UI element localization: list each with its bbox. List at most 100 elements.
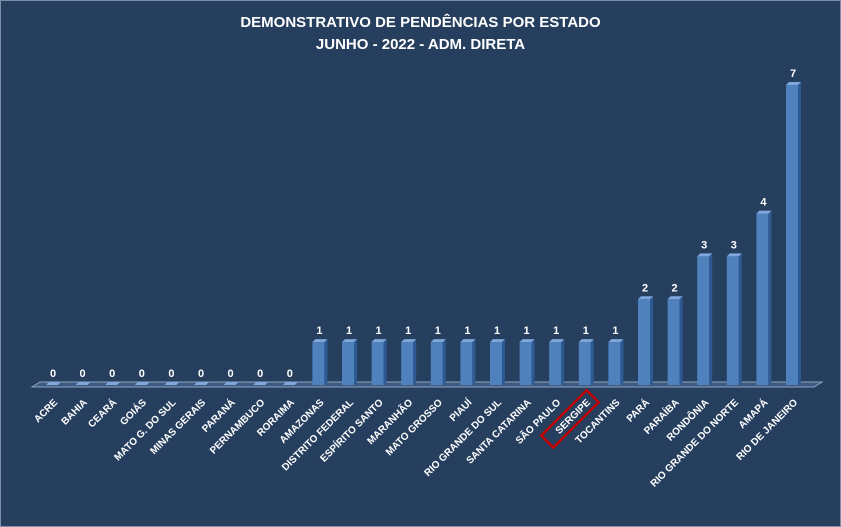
data-label: 4 (760, 197, 767, 209)
category-label: BAHIA (60, 397, 90, 427)
bar-front (638, 299, 650, 385)
data-label: 3 (731, 239, 737, 251)
bar-top (105, 382, 121, 385)
bar-top (756, 210, 772, 214)
bar-top (460, 339, 476, 343)
bar (667, 296, 683, 385)
bar-side (650, 296, 653, 385)
bar-front (578, 342, 591, 385)
chart-title: DEMONSTRATIVO DE PENDÊNCIAS POR ESTADO (240, 14, 601, 31)
bar-front (342, 342, 354, 385)
bar (312, 339, 328, 385)
bar (490, 339, 505, 385)
bar-side (324, 339, 328, 385)
bar-top (519, 339, 535, 343)
data-label: 1 (553, 325, 559, 337)
data-label: 1 (612, 325, 618, 337)
bar (371, 339, 387, 385)
bar (134, 382, 150, 385)
bar-side (620, 339, 624, 385)
data-label: 1 (405, 325, 411, 337)
bar-top (638, 296, 653, 300)
bar-top (578, 339, 594, 343)
bar-side (472, 339, 476, 385)
bar (46, 382, 61, 385)
bar (75, 382, 91, 385)
bar-top (697, 253, 713, 257)
bar-side (354, 339, 357, 385)
bar-side (531, 339, 535, 385)
category-label: MATO GROSSO (384, 397, 445, 458)
bar-front (430, 342, 443, 385)
bar (460, 339, 476, 385)
data-label: 3 (701, 239, 707, 251)
category-label: CEARÁ (85, 396, 119, 430)
bar (342, 339, 357, 385)
bar-side (383, 339, 387, 385)
bar-top (371, 339, 387, 343)
data-label: 0 (257, 368, 263, 380)
bar-front (401, 342, 414, 385)
bar-top (726, 253, 742, 257)
bar (282, 382, 298, 385)
bar-top (164, 382, 180, 385)
bar (253, 382, 269, 385)
bar-side (738, 253, 742, 385)
bar-top (194, 382, 209, 385)
data-label: 0 (50, 368, 56, 380)
data-label: 1 (494, 325, 500, 337)
bar (756, 210, 772, 385)
bar-side (502, 339, 505, 385)
bar-front (756, 213, 769, 385)
bar (578, 339, 594, 385)
category-label: PIAUÍ (446, 396, 474, 424)
bar (608, 339, 624, 385)
bar-front (786, 85, 798, 385)
bar-side (590, 339, 594, 385)
data-label: 2 (642, 282, 648, 294)
bar-top (430, 339, 446, 343)
bar-top (667, 296, 683, 300)
bar-front (312, 342, 325, 385)
data-label: 0 (168, 368, 174, 380)
bar-top (608, 339, 624, 343)
bar (223, 382, 239, 385)
bar (786, 82, 801, 385)
category-label: ACRE (32, 397, 60, 425)
bar-top (549, 339, 565, 343)
data-labels: 0 0 0 0 0 0 0 0 0 1 1 1 1 1 1 1 1 1 1 1 2 2 3 3 4 7 (50, 68, 796, 380)
bar (726, 253, 742, 385)
bar (519, 339, 535, 385)
data-label: 0 (198, 368, 204, 380)
data-label: 7 (790, 68, 796, 80)
bar-series (46, 82, 801, 385)
data-label: 0 (228, 368, 234, 380)
data-label: 0 (139, 368, 145, 380)
bar (194, 382, 209, 385)
bar-front (667, 299, 680, 385)
bar-top (223, 382, 239, 385)
bar-side (442, 339, 446, 385)
category-label: PARÁ (623, 396, 652, 425)
bar-top (342, 339, 357, 343)
data-label: 1 (524, 325, 530, 337)
bar-side (768, 210, 772, 385)
bar (164, 382, 180, 385)
data-label: 0 (80, 368, 86, 380)
bar-top (490, 339, 505, 343)
bar-front (490, 342, 502, 385)
bar-top (253, 382, 269, 385)
bar-front (519, 342, 532, 385)
data-label: 1 (435, 325, 441, 337)
data-label: 0 (109, 368, 115, 380)
bar-side (709, 253, 713, 385)
bar-front (608, 342, 621, 385)
bar-top (75, 382, 91, 385)
bar-side (679, 296, 683, 385)
bar (638, 296, 653, 385)
bar-front (726, 256, 739, 385)
bar-top (46, 382, 61, 385)
bar-side (413, 339, 417, 385)
